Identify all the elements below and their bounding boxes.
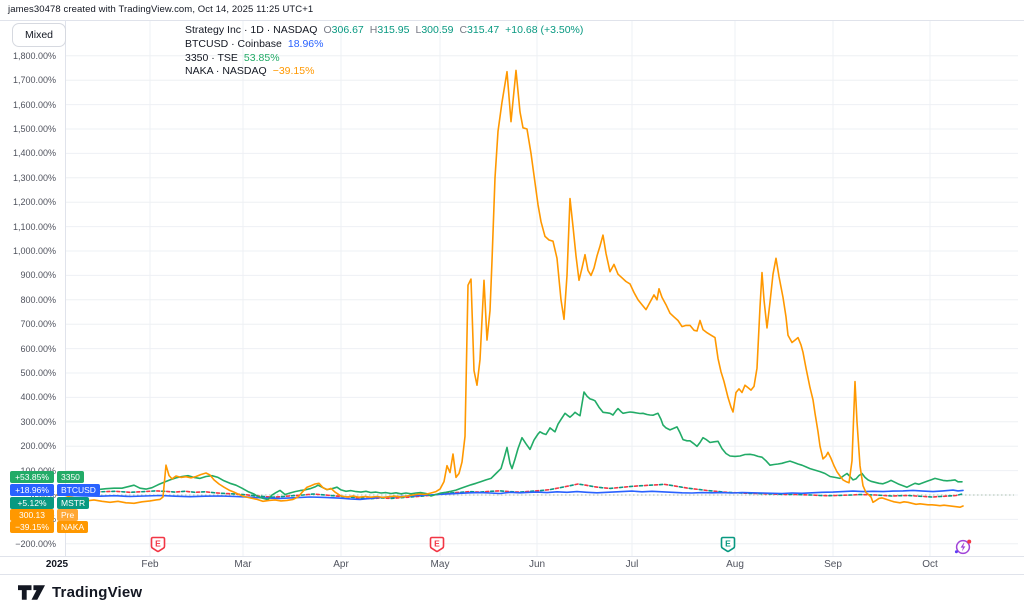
series-line[interactable] xyxy=(56,69,964,509)
price-scale-label: 1,000.00% xyxy=(12,246,56,256)
price-scale-label: 1,800.00% xyxy=(12,50,56,61)
price-badge-ticker: Pre xyxy=(57,509,79,521)
price-scale-label: 1,400.00% xyxy=(12,148,56,159)
price-scale-label: 1,500.00% xyxy=(12,124,56,134)
price-scale-divider xyxy=(65,20,66,556)
time-scale-month-label: Oct xyxy=(922,559,938,570)
time-scale-month-label: Aug xyxy=(726,559,744,570)
time-scale-month-label: Jun xyxy=(528,559,546,570)
ohlc-letter: H xyxy=(369,24,378,36)
time-scale-month-label: May xyxy=(430,559,450,570)
earnings-icon[interactable]: E xyxy=(429,536,446,559)
price-badge-row[interactable]: +18.96% BTCUSD xyxy=(10,484,100,496)
price-scale-label: 1,100.00% xyxy=(12,221,56,232)
time-scale-divider xyxy=(0,556,1024,557)
svg-text:E: E xyxy=(434,539,440,549)
price-badge-row[interactable]: 300.13 Pre xyxy=(10,509,79,521)
price-badge-ticker: 3350 xyxy=(57,471,84,483)
earnings-icon[interactable]: E xyxy=(720,536,737,559)
svg-text:E: E xyxy=(155,539,161,549)
time-scale-month-label: Jul xyxy=(625,559,639,570)
price-scale-label: 200.00% xyxy=(20,441,56,452)
ohlc-value: 315.47 xyxy=(467,24,500,36)
compare-change-value: 18.96% xyxy=(287,37,324,50)
price-badge-row[interactable]: +53.85% 3350 xyxy=(10,471,84,483)
legend-compare-row[interactable]: NAKA · NASDAQ −39.15% xyxy=(185,65,583,79)
earnings-icon[interactable]: E xyxy=(150,536,167,559)
legend-compare-row[interactable]: BTCUSD · Coinbase 18.96% xyxy=(185,38,583,52)
compare-change-value: 53.85% xyxy=(243,51,280,64)
compare-change-value: −39.15% xyxy=(272,65,315,78)
time-scale-month-label: Mar xyxy=(234,559,252,570)
price-badge-ticker: NAKA xyxy=(57,521,89,533)
price-badge-value: 300.13 xyxy=(10,509,54,521)
price-scale-label: 600.00% xyxy=(20,343,56,354)
price-badge-value: +53.85% xyxy=(10,471,54,483)
price-badge-row[interactable]: +5.12% MSTR xyxy=(10,497,90,509)
price-badge-value: +5.12% xyxy=(10,497,54,509)
price-scale-label: 900.00% xyxy=(20,270,56,281)
price-badge-row[interactable]: −39.15% NAKA xyxy=(10,521,89,533)
time-scale-month-label: Apr xyxy=(333,559,349,570)
price-badge-value: −39.15% xyxy=(10,521,54,533)
price-scale-mode-button[interactable]: Mixed xyxy=(12,23,67,47)
legend: Strategy Inc · 1D · NASDAQ O306.67 H315.95… xyxy=(185,24,583,79)
footer-divider xyxy=(0,574,1024,575)
price-scale-label: 1,600.00% xyxy=(12,99,56,110)
price-scale-label: 500.00% xyxy=(20,368,56,378)
legend-compare-row[interactable]: 3350 · TSE 53.85% xyxy=(185,52,583,66)
price-scale-label: 400.00% xyxy=(20,392,56,403)
svg-text:E: E xyxy=(725,539,731,549)
news-flash-icon[interactable] xyxy=(953,537,973,562)
brand-name: TradingView xyxy=(52,583,143,601)
price-scale-label: 1,700.00% xyxy=(12,75,56,86)
price-scale-label: 300.00% xyxy=(20,416,56,427)
main-symbol-label[interactable]: Strategy Inc · 1D · NASDAQ xyxy=(185,24,318,36)
attribution-text: james30478 created with TradingView.com,… xyxy=(8,4,314,15)
compare-symbol-label[interactable]: 3350 · TSE xyxy=(185,51,238,64)
series-line[interactable] xyxy=(56,483,964,500)
ohlc-value: 300.59 xyxy=(421,24,454,36)
price-scale-label: 100.00% xyxy=(0,466,56,476)
footer: TradingView xyxy=(0,575,1024,609)
ohlc-value: 306.67 xyxy=(331,24,364,36)
compare-symbol-label[interactable]: BTCUSD · Coinbase xyxy=(185,37,282,50)
price-scale-label: −200.00% xyxy=(15,538,56,549)
price-scale-label: 1,300.00% xyxy=(12,172,56,183)
ohlc-letter: C xyxy=(459,24,468,36)
tradingview-logo-icon xyxy=(18,584,45,600)
ohlc-letter: O xyxy=(323,24,332,36)
time-scale-month-label: Sep xyxy=(824,559,842,570)
price-badge-value: +18.96% xyxy=(10,484,54,496)
series-line[interactable] xyxy=(56,391,963,501)
price-scale-label: 800.00% xyxy=(20,294,56,305)
ohlc-values: O306.67 H315.95 L300.59 C315.47 xyxy=(317,24,499,36)
legend-main-row[interactable]: Strategy Inc · 1D · NASDAQ O306.67 H315.95… xyxy=(185,24,583,38)
price-badge-ticker: MSTR xyxy=(57,497,90,509)
compare-symbol-label[interactable]: NAKA · NASDAQ xyxy=(185,65,267,78)
price-scale-label: 700.00% xyxy=(20,319,56,330)
ohlc-value: 315.95 xyxy=(377,24,410,36)
price-scale-label: 1,200.00% xyxy=(12,197,56,208)
ohlc-letter: L xyxy=(415,24,422,36)
pane-top-divider xyxy=(0,20,1024,21)
time-scale-year-label: 2025 xyxy=(45,559,69,570)
main-change-value: +10.68 (+3.50%) xyxy=(505,24,584,36)
price-badge-ticker: BTCUSD xyxy=(57,484,100,496)
series-line[interactable] xyxy=(56,483,964,500)
time-scale-month-label: Feb xyxy=(141,559,159,570)
